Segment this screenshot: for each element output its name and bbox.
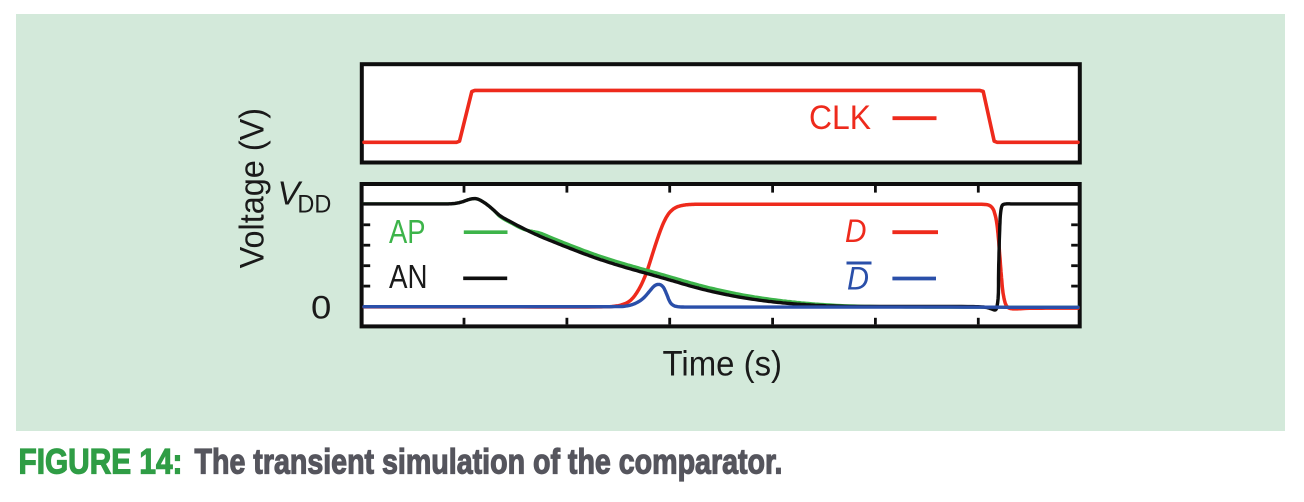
svg-text:FIGURE 14:: FIGURE 14: xyxy=(19,443,183,482)
svg-text:D: D xyxy=(847,261,869,297)
svg-text:Voltage (V): Voltage (V) xyxy=(234,108,272,269)
svg-text:AN: AN xyxy=(389,258,428,295)
svg-text:D: D xyxy=(845,213,867,249)
svg-text:DD: DD xyxy=(297,190,331,218)
svg-text:AP: AP xyxy=(389,213,426,250)
svg-text:Time (s): Time (s) xyxy=(663,345,783,384)
svg-text:CLK: CLK xyxy=(809,99,871,137)
svg-text:The transient simulation of th: The transient simulation of the comparat… xyxy=(195,443,783,482)
svg-text:V: V xyxy=(278,175,303,212)
svg-text:0: 0 xyxy=(311,290,331,326)
